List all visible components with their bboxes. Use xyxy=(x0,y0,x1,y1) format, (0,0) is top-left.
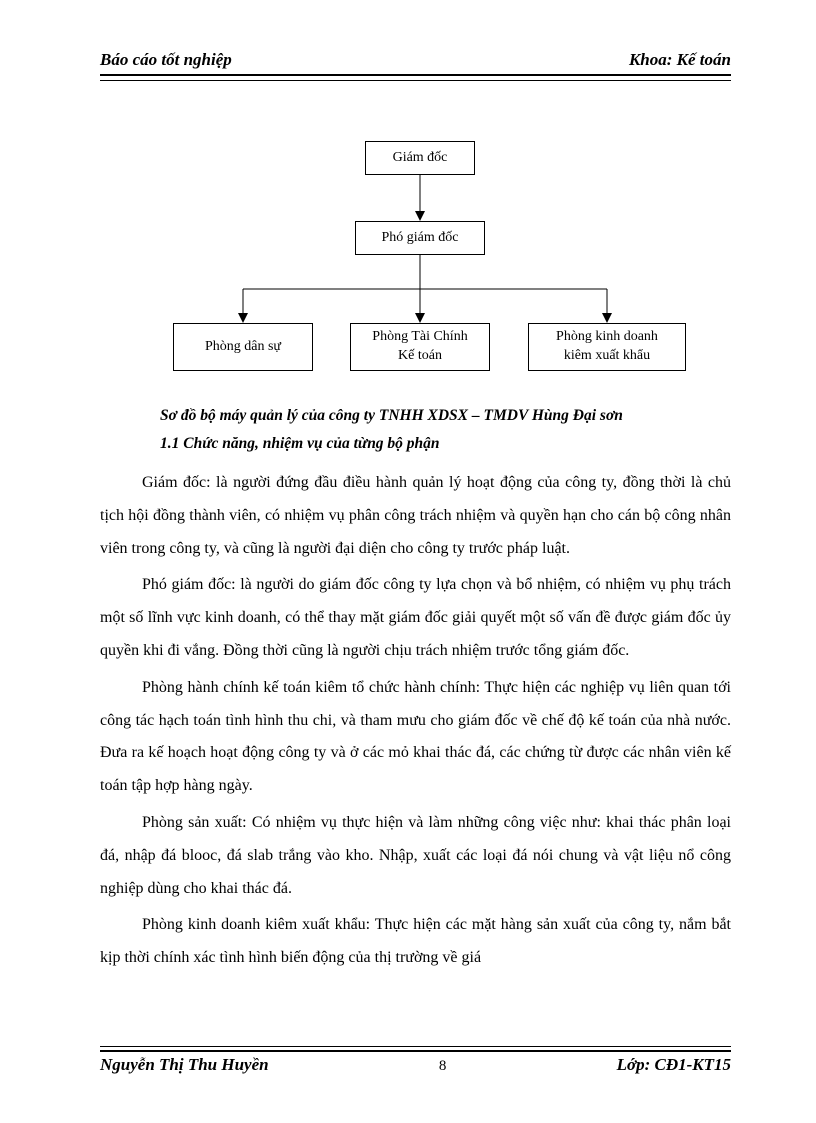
header-left: Báo cáo tốt nghiệp xyxy=(100,50,232,70)
chart-caption: Sơ đồ bộ máy quản lý của công ty TNHH XD… xyxy=(160,407,731,425)
body-paragraph: Phó giám đốc: là người do giám đốc công … xyxy=(100,569,731,667)
org-node: Phòng Tài ChínhKế toán xyxy=(350,323,490,371)
body-paragraph: Giám đốc: là người đứng đầu điều hành qu… xyxy=(100,467,731,565)
org-node: Giám đốc xyxy=(365,141,475,175)
footer-rule-thick: Nguyễn Thị Thu Huyền 8 Lớp: CĐ1-KT15 xyxy=(100,1050,731,1075)
section-heading: 1.1 Chức năng, nhiệm vụ của từng bộ phận xyxy=(160,435,731,453)
footer-rule-thin xyxy=(100,1046,731,1047)
org-node: Phòng dân sự xyxy=(173,323,313,371)
header-rule xyxy=(100,80,731,81)
page-footer: Nguyễn Thị Thu Huyền 8 Lớp: CĐ1-KT15 xyxy=(100,1046,731,1075)
footer-right: Lớp: CĐ1-KT15 xyxy=(617,1055,731,1075)
footer-page-number: 8 xyxy=(439,1058,447,1075)
org-chart: Giám đốc Phó giám đốc Phòng dân sự Phòng Tà… xyxy=(100,131,731,389)
body-paragraph: Phòng hành chính kế toán kiêm tổ chức hà… xyxy=(100,672,731,803)
body-paragraph: Phòng sản xuất: Có nhiệm vụ thực hiện và… xyxy=(100,807,731,905)
page-header: Báo cáo tốt nghiệp Khoa: Kế toán xyxy=(100,50,731,76)
footer-left: Nguyễn Thị Thu Huyền xyxy=(100,1055,269,1075)
body-paragraph: Phòng kinh doanh kiêm xuất khẩu: Thực hi… xyxy=(100,909,731,975)
org-node: Phòng kinh doanhkiêm xuất khẩu xyxy=(528,323,686,371)
header-right: Khoa: Kế toán xyxy=(629,50,731,70)
body-text: Giám đốc: là người đứng đầu điều hành qu… xyxy=(100,467,731,975)
org-node: Phó giám đốc xyxy=(355,221,485,255)
